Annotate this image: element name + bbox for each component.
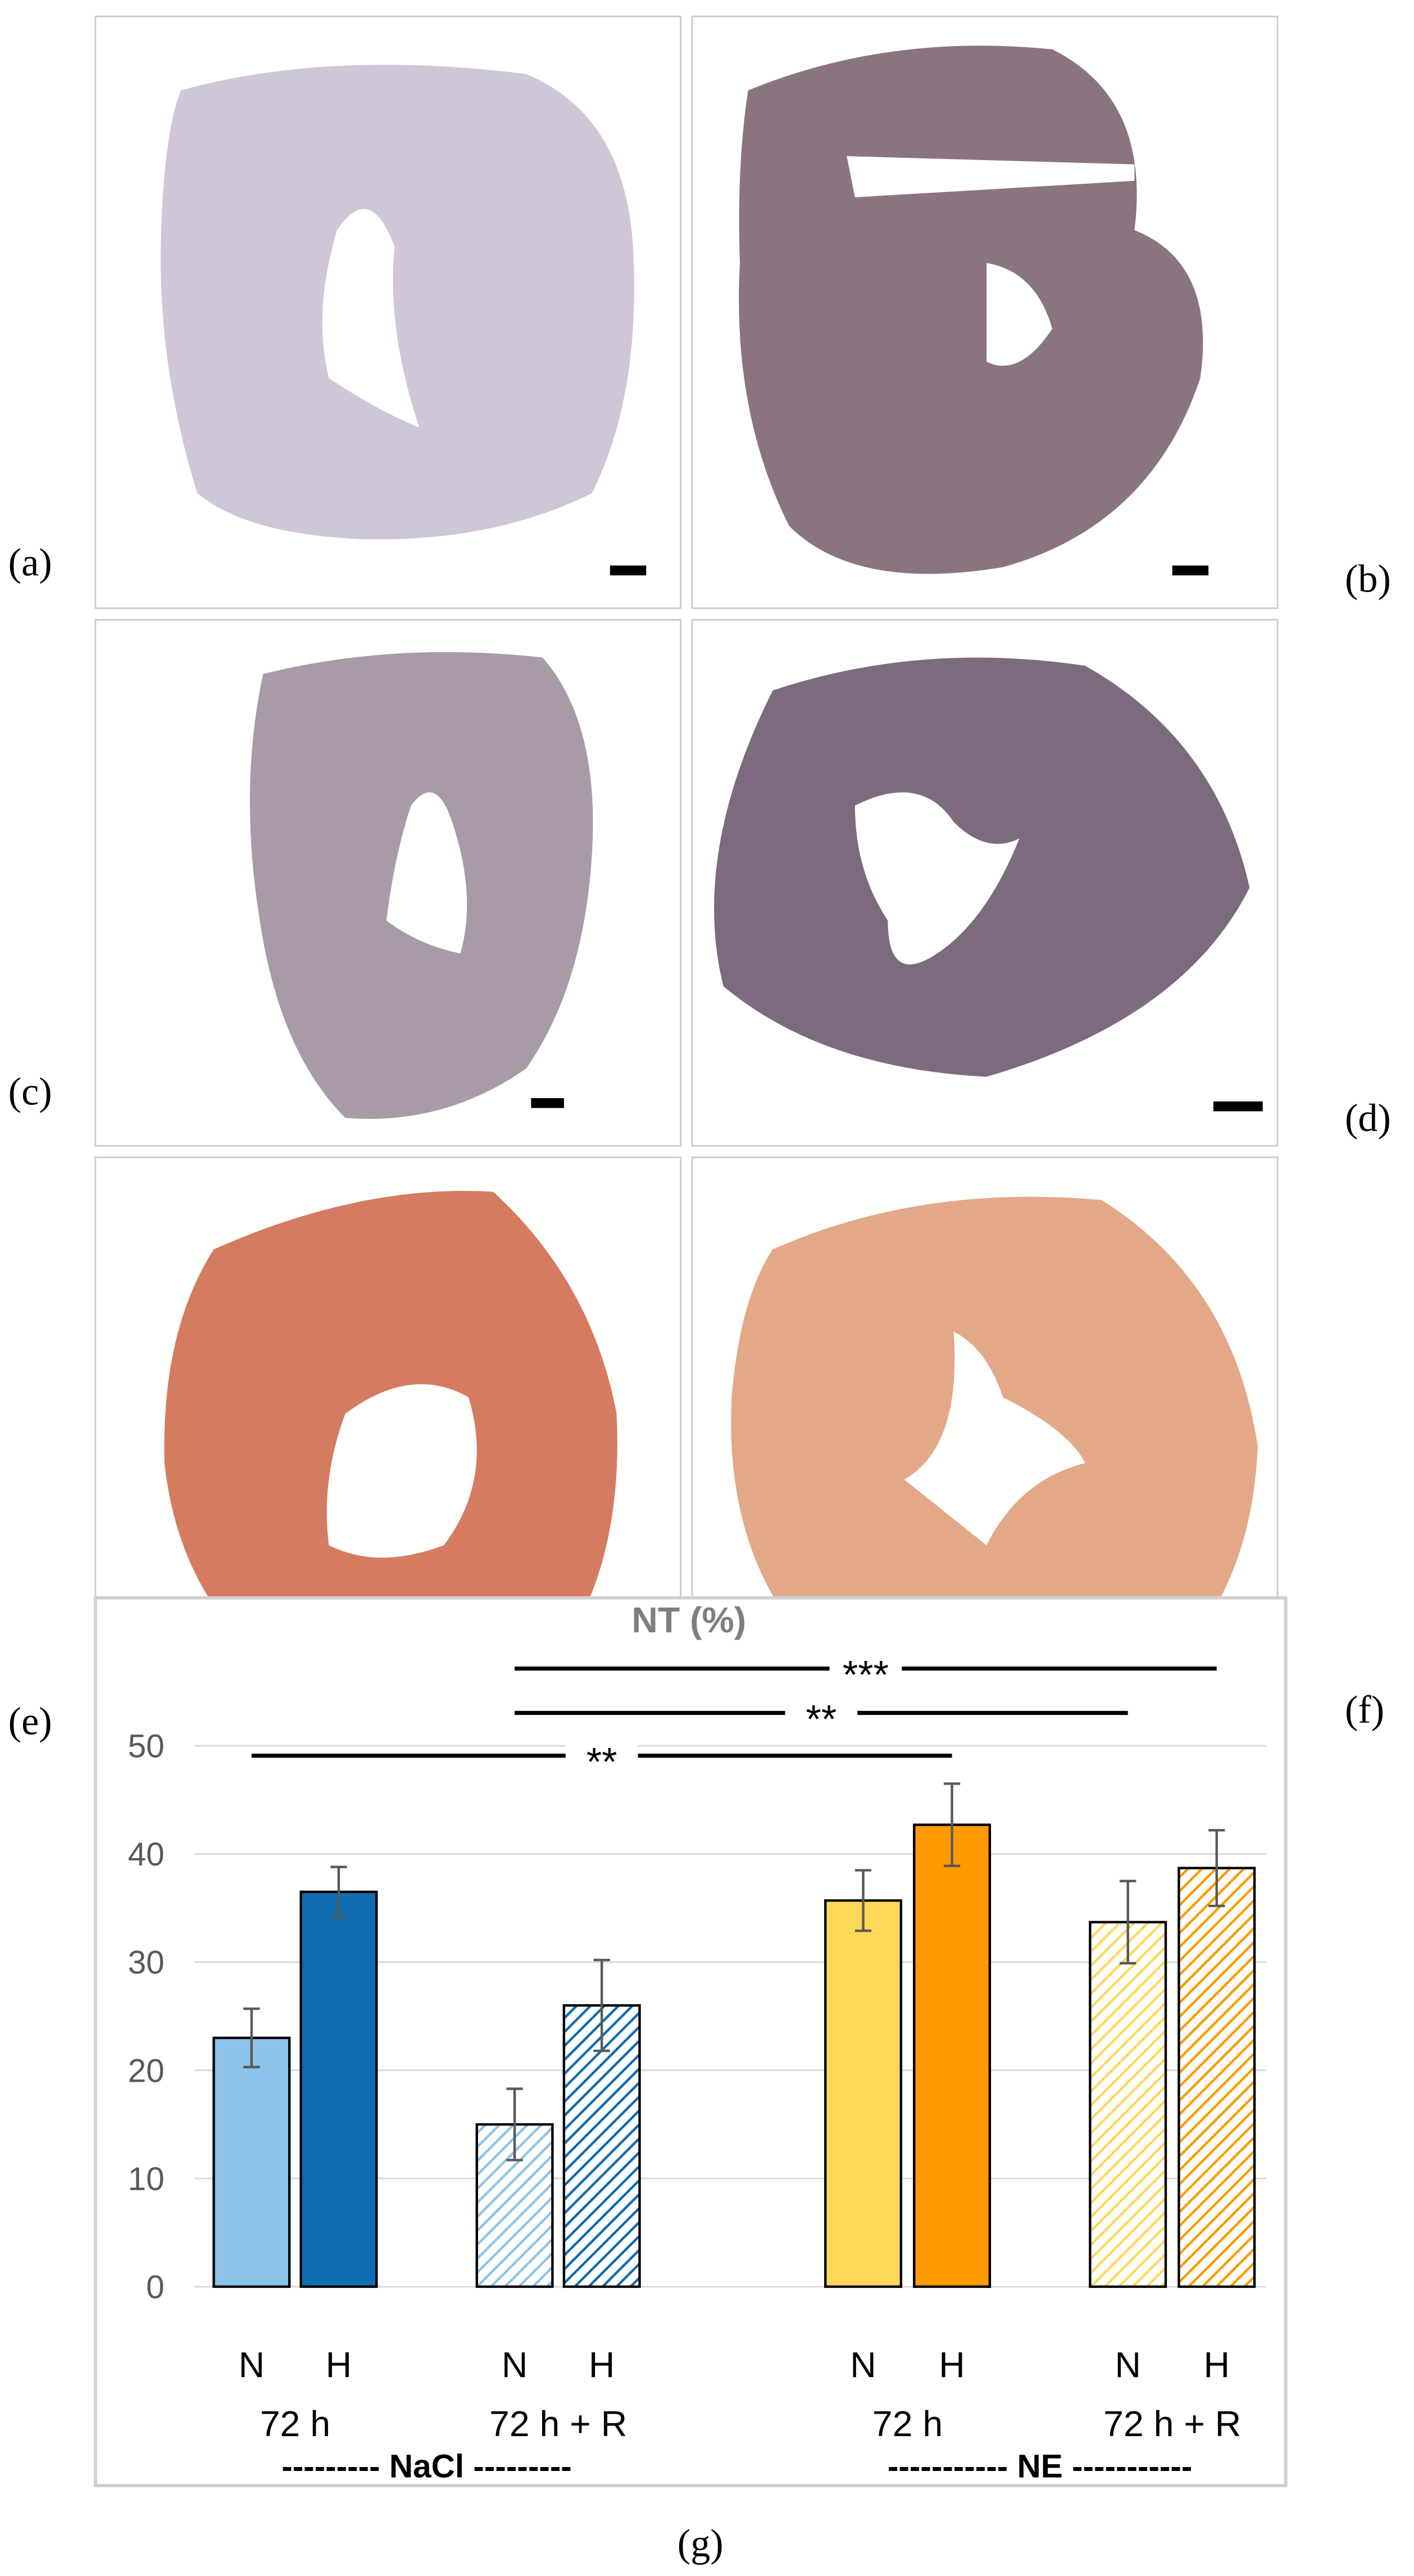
scale-bar <box>531 1098 564 1108</box>
bar <box>299 1890 378 2288</box>
panel-label: (g) <box>678 2522 724 2565</box>
group-label: 72 h <box>260 2404 330 2444</box>
x-tick-label: H <box>1203 2345 1230 2385</box>
lumen <box>847 156 1135 366</box>
significance-label: ** <box>806 1697 837 1741</box>
treatment-label: --------- NaCl --------- <box>281 2448 572 2484</box>
panel-label: (a) <box>8 540 52 584</box>
lumen <box>322 209 420 427</box>
x-tick-label: N <box>239 2345 265 2385</box>
significance-gap <box>565 1742 638 1769</box>
lumen <box>854 792 1020 964</box>
tissue-image <box>160 65 634 540</box>
panel-label: (e) <box>8 1700 52 1744</box>
bar <box>1089 1920 1167 2288</box>
significance-gap <box>785 1700 858 1726</box>
x-tick-label: H <box>939 2345 965 2385</box>
lumen <box>904 1331 1085 1546</box>
group-label: 72 h + R <box>489 2404 627 2444</box>
significance-label: *** <box>843 1653 889 1697</box>
panel-label: (c) <box>8 1070 52 1114</box>
scale-bar <box>610 565 647 576</box>
lumen <box>326 1384 477 1558</box>
y-tick-label: 50 <box>128 1728 165 1765</box>
y-tick-label: 20 <box>128 2052 165 2089</box>
x-tick-label: N <box>502 2345 528 2385</box>
significance-gap <box>829 1655 902 1682</box>
chart-title: NT (%) <box>631 1600 746 1640</box>
y-tick-label: 0 <box>146 2269 165 2305</box>
bar <box>212 2036 291 2288</box>
bar <box>1177 1867 1256 2288</box>
group-label: 72 h <box>872 2404 943 2444</box>
panel-label: (b) <box>1345 557 1391 601</box>
panel-label: (f) <box>1345 1688 1384 1732</box>
x-tick-label: H <box>326 2345 352 2385</box>
lumen <box>386 792 467 954</box>
histology-panels <box>94 15 1279 1736</box>
bar <box>824 1899 903 2288</box>
y-tick-label: 40 <box>128 1836 165 1873</box>
x-tick-label: N <box>1115 2345 1141 2385</box>
bar <box>913 1823 992 2288</box>
panel-label: (d) <box>1345 1096 1391 1140</box>
y-tick-label: 30 <box>128 1945 165 1981</box>
scale-bar <box>1172 565 1209 576</box>
y-tick-label: 10 <box>128 2161 165 2197</box>
group-label: 72 h + R <box>1103 2404 1241 2444</box>
x-tick-label: H <box>589 2345 615 2385</box>
significance-label: ** <box>586 1740 617 1784</box>
scale-bar <box>1213 1101 1263 1112</box>
x-tick-label: N <box>850 2345 876 2385</box>
treatment-label: ----------- NE ----------- <box>888 2448 1193 2484</box>
